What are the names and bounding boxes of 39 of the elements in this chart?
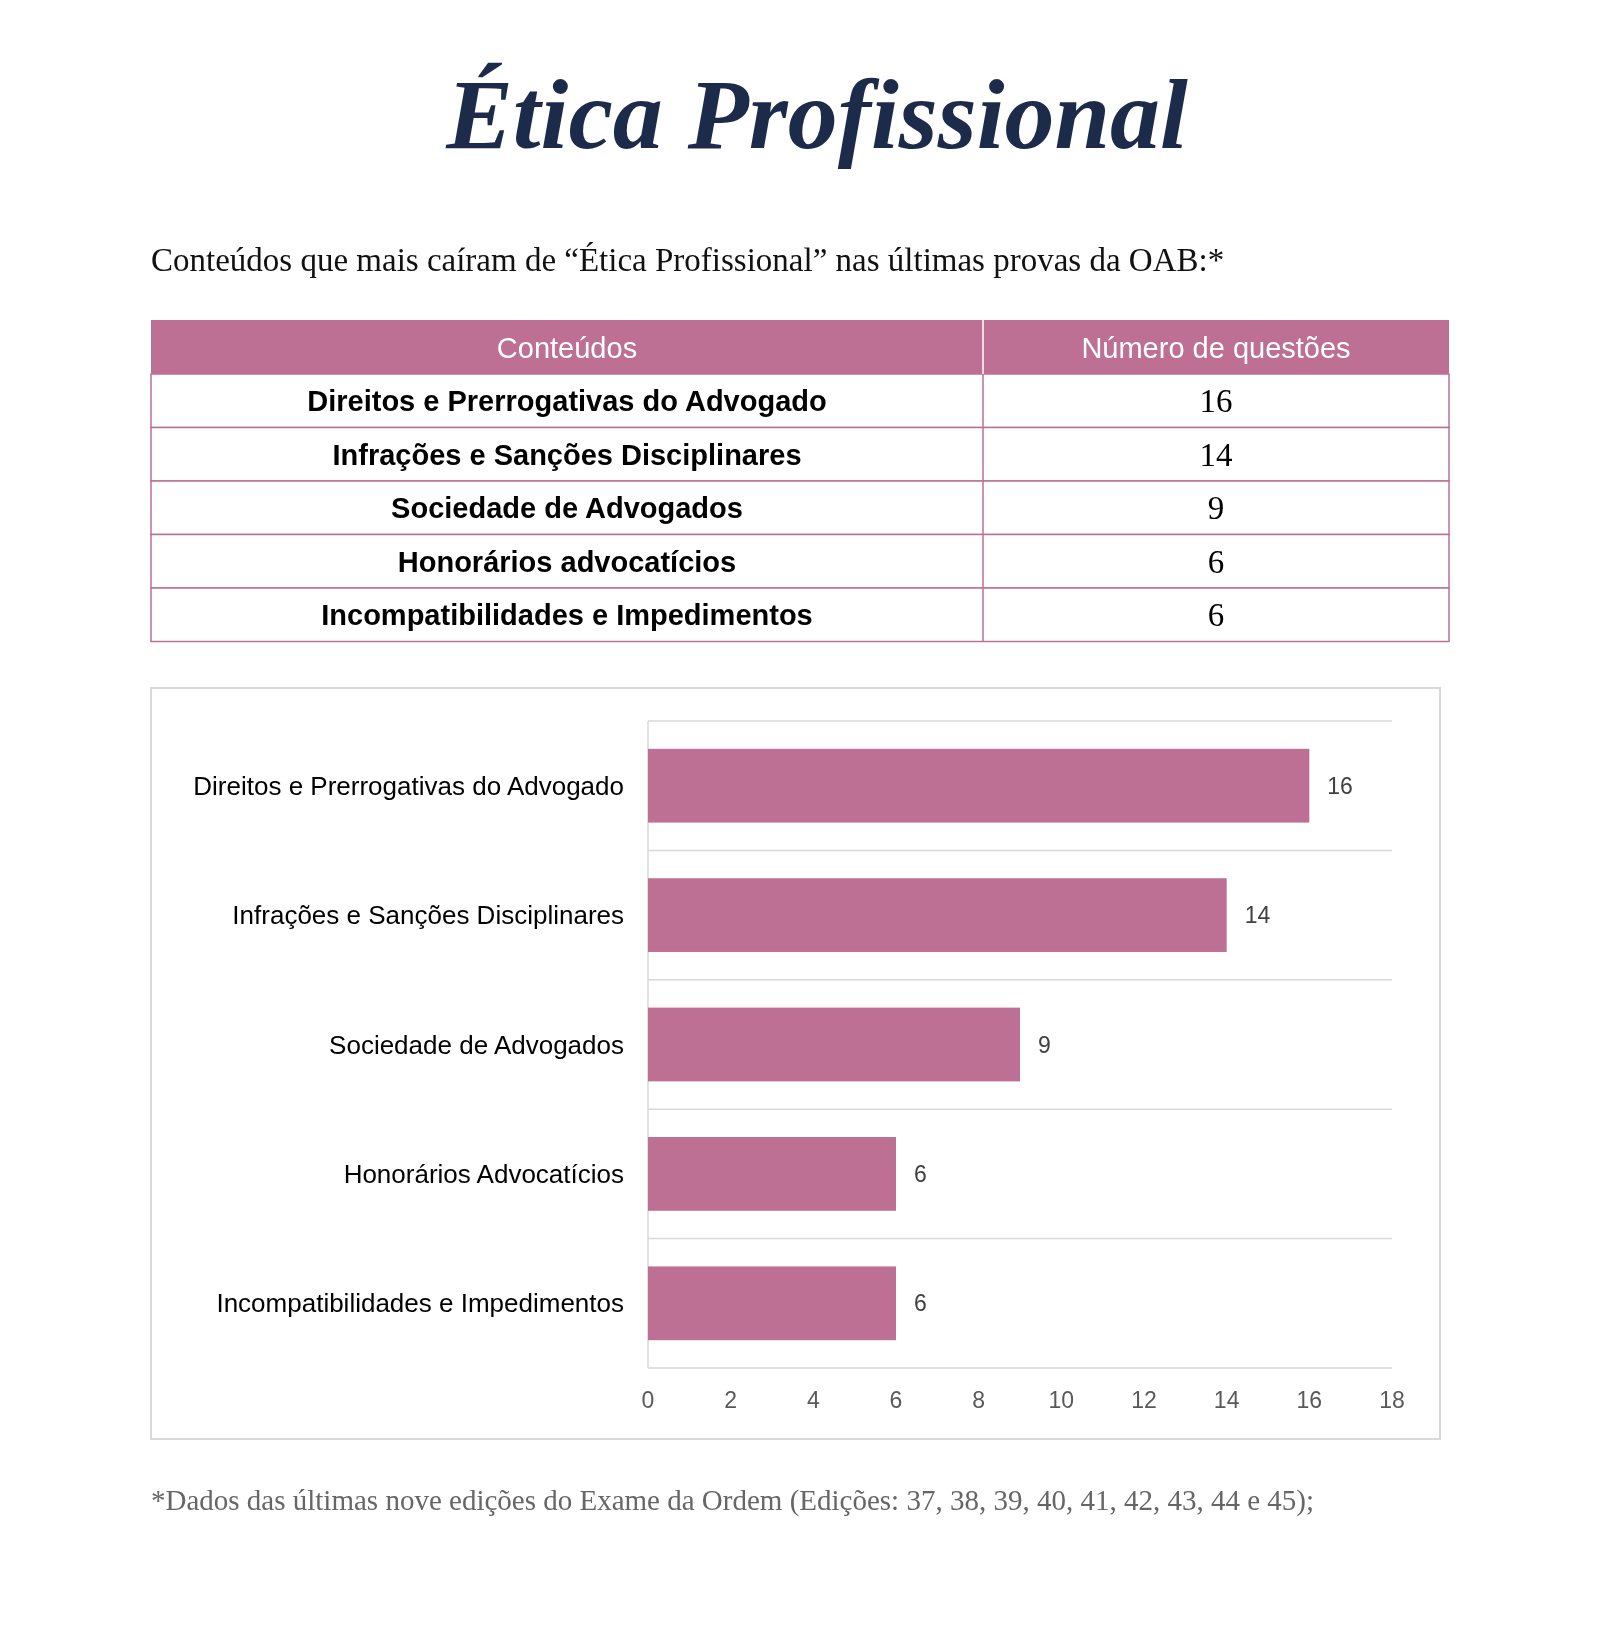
bar (648, 1266, 896, 1341)
x-tick-label: 16 (1296, 1387, 1323, 1413)
text: Conteúdos (496, 332, 638, 364)
data-label: 6 (1207, 543, 1225, 580)
x-tick-label: 2 (724, 1387, 738, 1413)
data-label: 16 (1199, 383, 1233, 419)
text: Ética Profissional (445, 59, 1189, 170)
data-label: 6 (914, 1160, 927, 1187)
data-label: 9 (1038, 1031, 1051, 1058)
y-tick-label: Direitos e Prerrogativas do Advogado (193, 770, 624, 801)
x-tick-label: 4 (806, 1387, 820, 1413)
data-label: 14 (1244, 902, 1271, 929)
category-label: Incompatibilidades e Impedimentos (321, 599, 813, 631)
bar (648, 878, 1227, 952)
data-label: 6 (1207, 597, 1225, 633)
bar (648, 1007, 1020, 1082)
text: Número de questões (1081, 332, 1351, 364)
text: *Dados das últimas nove edições do Exame da Ordem (Edições: 37, 38, 39, 40, 41, 42, 43, 44 e 45); (151, 1484, 1314, 1517)
category-label: Sociedade de Advogados (391, 492, 743, 524)
bar (648, 748, 1310, 823)
text: Conteúdos que mais caíram de “Ética Profissional” nas últimas provas da OAB:* (151, 242, 1225, 278)
x-tick-label: 6 (889, 1387, 903, 1413)
x-tick-label: 10 (1048, 1387, 1075, 1413)
y-tick-label: Infrações e Sanções Disciplinares (232, 900, 624, 931)
data-label: 6 (914, 1290, 927, 1317)
bar (648, 1137, 896, 1211)
x-tick-label: 14 (1213, 1387, 1240, 1413)
y-tick-label: Honorários Advocatícios (343, 1158, 624, 1189)
category-label: Honorários advocatícios (397, 545, 737, 578)
data-label: 16 (1327, 772, 1353, 799)
data-label: 14 (1199, 436, 1233, 473)
category-label: Direitos e Prerrogativas do Advogado (307, 385, 827, 417)
y-tick-label: Incompatibilidades e Impedimentos (216, 1288, 624, 1319)
x-tick-label: 18 (1379, 1387, 1405, 1413)
x-tick-label: 0 (641, 1387, 655, 1413)
x-tick-label: 8 (972, 1387, 986, 1413)
y-tick-label: Sociedade de Advogados (329, 1029, 624, 1060)
data-label: 9 (1207, 490, 1225, 526)
x-tick-label: 12 (1131, 1387, 1157, 1413)
